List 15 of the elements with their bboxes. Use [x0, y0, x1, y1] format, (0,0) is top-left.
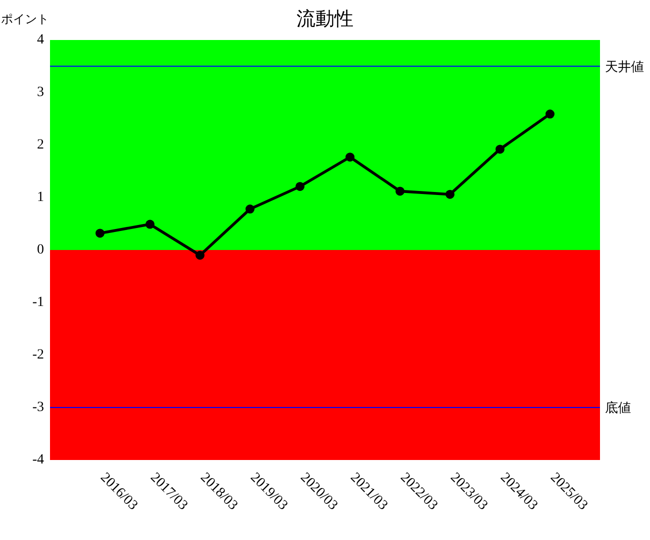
y-tick-label: 1: [37, 190, 44, 205]
title: 流動性: [296, 9, 354, 30]
y-tick-label: 2: [37, 138, 44, 152]
y-tick-label: -1: [32, 295, 44, 310]
y-tick-label: -2: [32, 348, 44, 362]
y-tick-label: 0: [37, 242, 44, 258]
ref-line: 天井値: [50, 58, 644, 74]
ref-line: 底値: [50, 400, 631, 415]
ref-line-label: 天井値: [605, 58, 644, 74]
ref-line-label: 底値: [605, 400, 631, 415]
y-tick-label: -4: [32, 452, 44, 468]
y-tick-label: 4: [37, 32, 44, 48]
ylabel: ポイント: [1, 12, 49, 26]
y-tick-label: -3: [32, 400, 44, 415]
y-tick-label: 3: [37, 85, 44, 100]
